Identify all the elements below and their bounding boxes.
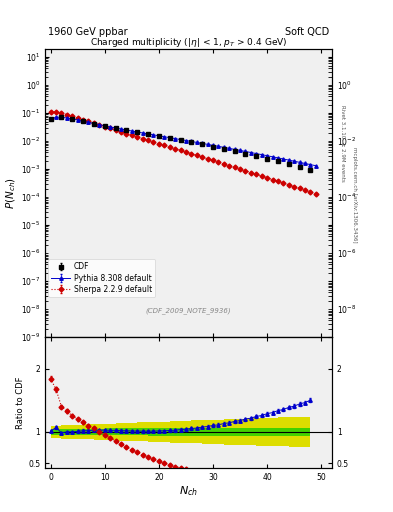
X-axis label: $N_{ch}$: $N_{ch}$ (179, 484, 198, 498)
Text: Soft QCD: Soft QCD (285, 27, 329, 37)
Y-axis label: Ratio to CDF: Ratio to CDF (17, 377, 26, 429)
Text: Rivet 3.1.10, ≥ 2.9M events: Rivet 3.1.10, ≥ 2.9M events (340, 105, 345, 182)
Title: Charged multiplicity ($|\eta|$ < 1, $p_T$ > 0.4 GeV): Charged multiplicity ($|\eta|$ < 1, $p_T… (90, 36, 287, 49)
Text: (CDF_2009_NOTE_9936): (CDF_2009_NOTE_9936) (146, 307, 231, 314)
Legend: CDF, Pythia 8.308 default, Sherpa 2.2.9 default: CDF, Pythia 8.308 default, Sherpa 2.2.9 … (48, 259, 155, 297)
Text: 1960 GeV ppbar: 1960 GeV ppbar (48, 27, 128, 37)
Text: mcplots.cern.ch [arXiv:1306.3436]: mcplots.cern.ch [arXiv:1306.3436] (352, 147, 357, 242)
Y-axis label: $P(N_{ch})$: $P(N_{ch})$ (5, 177, 18, 209)
